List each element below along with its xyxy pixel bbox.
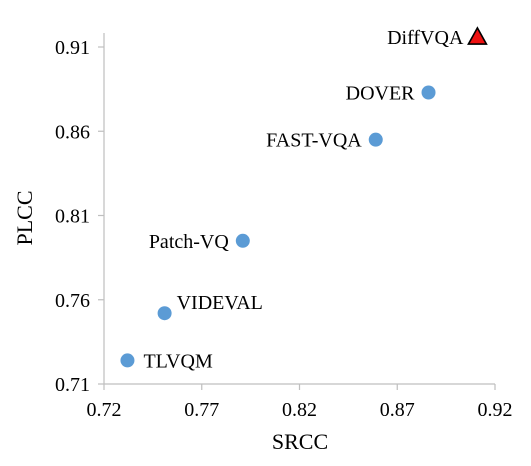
axes bbox=[103, 33, 495, 385]
x-axis-title: SRCC bbox=[272, 429, 328, 454]
data-points bbox=[120, 26, 488, 368]
point-diffvqa bbox=[467, 26, 488, 45]
y-tick-label: 0.71 bbox=[55, 374, 90, 396]
x-tick-label: 0.92 bbox=[478, 399, 513, 421]
x-tick-label: 0.87 bbox=[380, 399, 415, 421]
y-axis-ticks: 0.71 0.76 0.81 0.86 0.91 bbox=[55, 37, 104, 396]
y-tick-label: 0.86 bbox=[55, 121, 90, 143]
label-patch-vq: Patch-VQ bbox=[149, 231, 230, 253]
x-axis-ticks: 0.72 0.77 0.82 0.87 0.92 bbox=[87, 384, 513, 421]
label-videval: VIDEVAL bbox=[177, 292, 263, 314]
label-dover: DOVER bbox=[346, 82, 416, 104]
y-tick-label: 0.81 bbox=[55, 206, 90, 228]
x-tick-label: 0.77 bbox=[184, 399, 219, 421]
point-videval bbox=[157, 306, 172, 321]
y-tick-label: 0.91 bbox=[55, 37, 90, 59]
point-dover bbox=[421, 85, 436, 100]
label-diffvqa: DiffVQA bbox=[387, 27, 464, 49]
y-tick-label: 0.76 bbox=[55, 290, 90, 312]
x-tick-label: 0.82 bbox=[282, 399, 317, 421]
point-tlvqm bbox=[120, 353, 135, 368]
label-fast-vqa: FAST-VQA bbox=[266, 130, 362, 152]
point-fast-vqa bbox=[368, 132, 383, 147]
x-tick-label: 0.72 bbox=[87, 399, 122, 421]
point-labels: TLVQM VIDEVAL Patch-VQ FAST-VQA DOVER DiffVQA bbox=[143, 27, 463, 373]
label-tlvqm: TLVQM bbox=[143, 350, 212, 372]
point-patch-vq bbox=[235, 233, 250, 248]
y-axis-title: PLCC bbox=[12, 190, 37, 245]
